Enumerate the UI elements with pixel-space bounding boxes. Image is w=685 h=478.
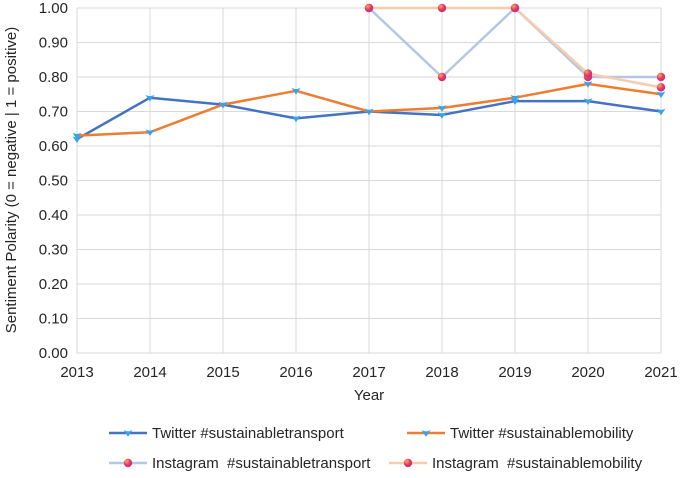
svg-text:0.50: 0.50 [39,173,68,190]
svg-text:0.00: 0.00 [39,345,68,362]
legend-swatch-line-marker [109,430,147,437]
svg-text:0.90: 0.90 [39,35,68,52]
svg-text:0.30: 0.30 [39,242,68,259]
legend-swatch-line-marker [109,458,147,468]
legend-item-twitter-sustainablemobility: Twitter #sustainablemobility [406,423,633,443]
svg-text:0.40: 0.40 [39,207,68,224]
svg-text:2017: 2017 [352,364,385,381]
svg-text:0.10: 0.10 [39,311,68,328]
legend-label: Instagram #sustainablemobility [432,454,643,472]
svg-text:2020: 2020 [571,364,604,381]
svg-text:2016: 2016 [279,364,312,381]
legend-swatch-line-marker [389,458,427,468]
legend-label: Instagram #sustainabletransport [152,454,371,472]
svg-text:1.00: 1.00 [39,0,68,17]
svg-text:0.60: 0.60 [39,138,68,155]
x-axis-title: Year [354,387,384,404]
svg-text:2013: 2013 [60,364,93,381]
svg-text:2019: 2019 [498,364,531,381]
x-axis-tick-labels: 2013 2014 2015 2016 2017 2018 2019 2020 2021 [60,364,677,381]
legend-label: Twitter #sustainabletransport [152,424,344,442]
chart-legend: Twitter #sustainabletransport Twitter #s… [0,405,685,478]
svg-text:0.70: 0.70 [39,104,68,121]
legend-label: Twitter #sustainablemobility [450,424,634,442]
legend-swatch-line-marker [407,430,445,437]
data-point-markers [72,3,666,143]
svg-text:2015: 2015 [206,364,239,381]
svg-text:2018: 2018 [425,364,458,381]
y-axis-title: Sentiment Polarity (0 = negative | 1 = p… [3,27,20,334]
svg-text:2014: 2014 [133,364,166,381]
svg-text:0.80: 0.80 [39,69,68,86]
gridlines [76,7,662,354]
chart-canvas: 0.00 0.10 0.20 0.30 0.40 0.50 0.60 0.70 0.80 0.90… [3,0,678,404]
legend-item-instagram-sustainabletransport: Instagram #sustainabletransport [108,453,370,473]
legend-item-instagram-sustainablemobility: Instagram #sustainablemobility [388,453,642,473]
svg-text:0.20: 0.20 [39,276,68,293]
svg-text:2021: 2021 [644,364,677,381]
legend-item-twitter-sustainabletransport: Twitter #sustainabletransport [108,423,344,443]
y-axis-tick-labels: 0.00 0.10 0.20 0.30 0.40 0.50 0.60 0.70 0.80 0.90… [39,0,68,362]
